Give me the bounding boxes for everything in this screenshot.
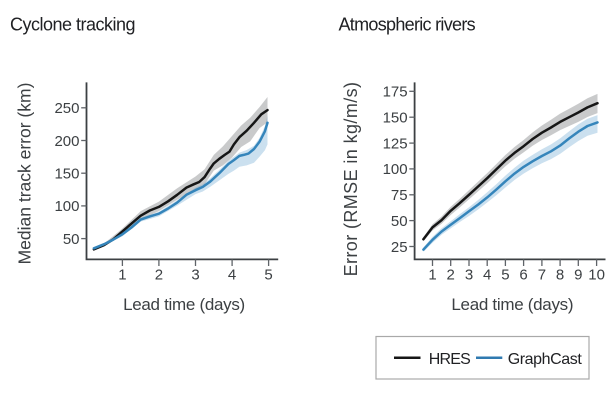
svg-text:Lead time (days): Lead time (days) bbox=[123, 295, 245, 314]
svg-text:100: 100 bbox=[54, 198, 79, 215]
svg-text:1: 1 bbox=[118, 267, 126, 284]
svg-text:2: 2 bbox=[447, 267, 455, 284]
svg-text:5: 5 bbox=[264, 267, 272, 284]
svg-text:150: 150 bbox=[54, 166, 79, 183]
svg-text:250: 250 bbox=[54, 100, 79, 117]
svg-text:3: 3 bbox=[465, 267, 473, 284]
svg-text:HRES: HRES bbox=[429, 351, 470, 368]
svg-text:3: 3 bbox=[191, 267, 199, 284]
svg-text:GraphCast: GraphCast bbox=[508, 351, 583, 368]
svg-text:7: 7 bbox=[538, 267, 546, 284]
svg-text:100: 100 bbox=[383, 161, 408, 178]
svg-text:25: 25 bbox=[391, 239, 408, 256]
svg-text:200: 200 bbox=[54, 133, 79, 150]
svg-text:125: 125 bbox=[383, 135, 408, 152]
svg-text:Median track error (km): Median track error (km) bbox=[15, 83, 35, 265]
svg-text:75: 75 bbox=[391, 187, 408, 204]
svg-text:1: 1 bbox=[428, 267, 436, 284]
svg-text:9: 9 bbox=[574, 267, 582, 284]
svg-text:2: 2 bbox=[155, 267, 163, 284]
svg-text:Cyclone tracking: Cyclone tracking bbox=[10, 15, 135, 35]
svg-text:8: 8 bbox=[556, 267, 564, 284]
svg-text:Atmospheric rivers: Atmospheric rivers bbox=[339, 15, 476, 35]
svg-text:6: 6 bbox=[519, 267, 527, 284]
svg-text:10: 10 bbox=[588, 267, 605, 284]
svg-text:4: 4 bbox=[228, 267, 236, 284]
svg-text:175: 175 bbox=[383, 84, 408, 101]
svg-text:150: 150 bbox=[383, 110, 408, 127]
svg-text:5: 5 bbox=[501, 267, 509, 284]
svg-text:Lead time (days): Lead time (days) bbox=[451, 295, 573, 314]
svg-text:50: 50 bbox=[391, 213, 408, 230]
svg-text:Error (RMSE in kg/m/s): Error (RMSE in kg/m/s) bbox=[341, 82, 361, 277]
svg-text:50: 50 bbox=[63, 231, 80, 248]
svg-text:4: 4 bbox=[483, 267, 491, 284]
